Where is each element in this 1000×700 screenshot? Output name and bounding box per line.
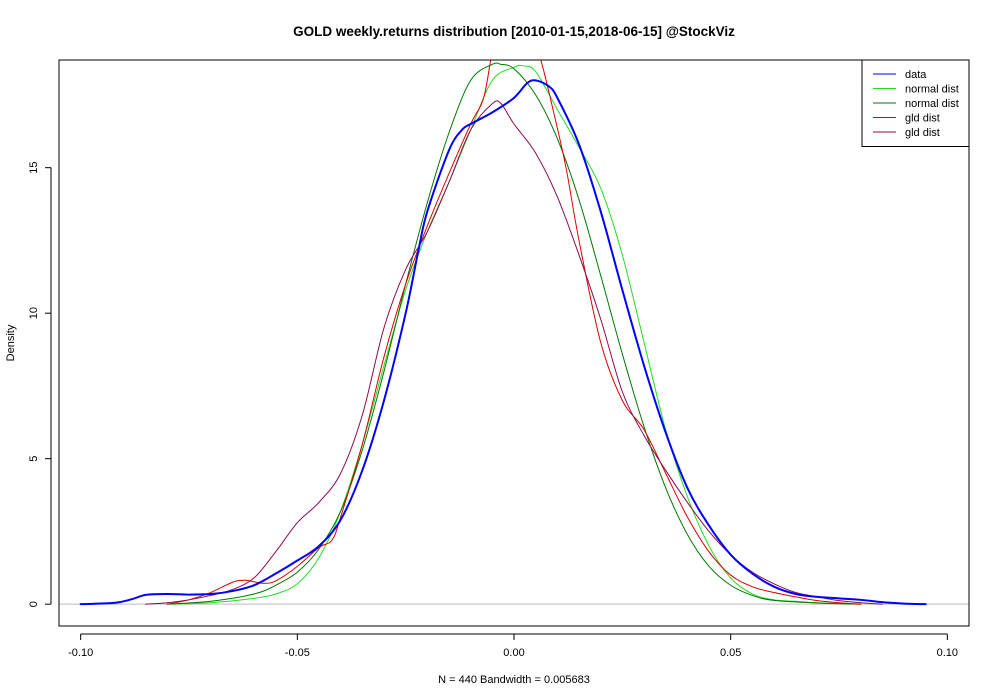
y-tick-label: 10 [28, 307, 40, 319]
x-tick-label: 0.05 [720, 647, 741, 659]
legend: data normal dist normal dist gld dist gld di… [861, 59, 970, 147]
series-line-4 [145, 100, 883, 605]
chart-title: GOLD weekly.returns distribution [2010-0… [293, 24, 735, 39]
x-tick-label: -0.10 [68, 647, 93, 659]
legend-label: gld dist [905, 127, 940, 139]
x-tick-label: 0.10 [937, 647, 958, 659]
y-axis: 0 5 10 15 [28, 162, 52, 607]
legend-label: normal dist [905, 98, 959, 110]
x-tick-label: 0.00 [503, 647, 524, 659]
plot-frame [58, 59, 970, 627]
legend-label: normal dist [905, 84, 959, 96]
series-line-0 [79, 79, 927, 606]
series-lines [59, 60, 969, 606]
y-tick-label: 0 [28, 601, 40, 607]
y-tick-label: 15 [28, 162, 40, 174]
y-axis-label: Density [5, 324, 17, 361]
legend-label: gld dist [905, 113, 940, 125]
legend-label: data [905, 69, 927, 81]
series-line-3 [166, 60, 862, 605]
x-tick-label: -0.05 [285, 647, 310, 659]
x-axis-label: N = 440 Bandwidth = 0.005683 [438, 674, 590, 686]
series-line-1 [166, 64, 862, 605]
series-line-2 [166, 62, 862, 605]
x-axis: -0.10 -0.05 0.00 0.05 0.10 [68, 633, 958, 659]
y-tick-label: 5 [28, 456, 40, 462]
